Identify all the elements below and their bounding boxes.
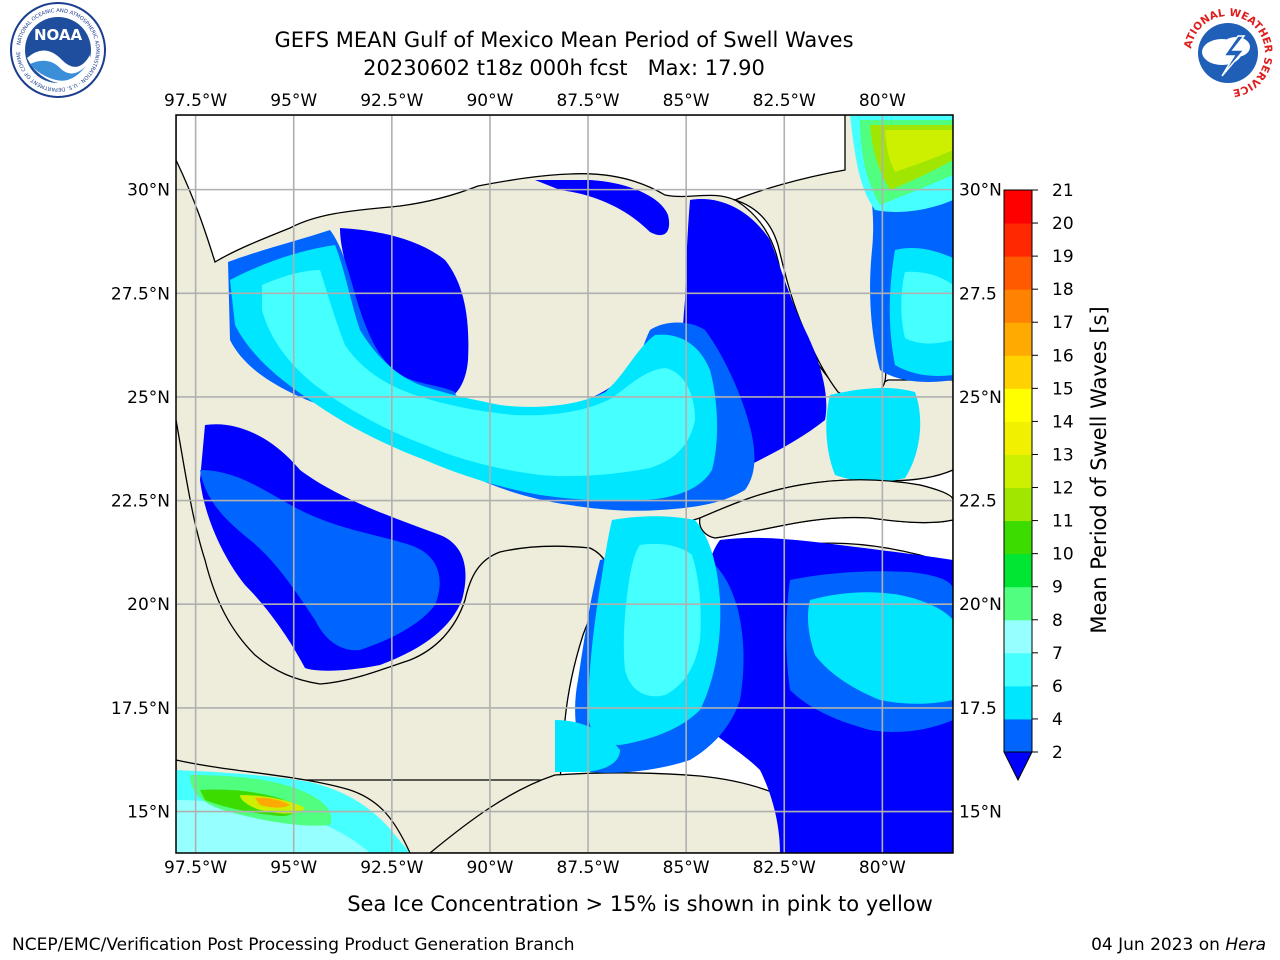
lon-label-bottom: 92.5°W xyxy=(360,858,423,878)
colorbar-segment xyxy=(1004,256,1032,290)
lon-labels-bottom: 97.5°W 95°W 92.5°W 90°W 87.5°W 85°W 82.5°W 80°W xyxy=(164,858,906,878)
colorbar-segment xyxy=(1004,223,1032,257)
ice-note: Sea Ice Concentration > 15% is shown in … xyxy=(347,892,933,916)
colorbar-segment xyxy=(1004,487,1032,522)
colorbar-tick-label: 6 xyxy=(1052,677,1063,697)
lat-label-left: 27.5°N xyxy=(111,284,170,304)
colorbar-tick-label: 17 xyxy=(1052,313,1074,333)
lat-label-right: 15°N xyxy=(959,803,1002,823)
lon-label-bottom: 85°W xyxy=(663,858,710,878)
lat-label-right: 30°N xyxy=(959,181,1002,201)
colorbar-tick-label: 2 xyxy=(1052,743,1063,763)
lon-label-bottom: 90°W xyxy=(466,858,513,878)
noaa-logo-icon: NOAA NATIONAL OCEANIC AND ATMOSPHERIC AD… xyxy=(0,0,106,98)
colorbar-segment xyxy=(1004,388,1032,422)
colorbar-tick-label: 8 xyxy=(1052,611,1063,631)
lat-labels-right: 30°N 27.5 25°N 22.5 20°N 17.5 15°N xyxy=(959,181,1002,823)
lon-label-top: 80°W xyxy=(859,91,906,111)
lon-labels-top: 97.5°W 95°W 92.5°W 90°W 87.5°W 85°W 82.5°W 80°W xyxy=(164,91,906,111)
gridlines xyxy=(176,115,953,853)
colorbar-outline xyxy=(1003,189,1033,753)
colorbar-tick-label: 14 xyxy=(1052,412,1074,432)
lon-label-top: 92.5°W xyxy=(360,91,423,111)
lon-label-bottom: 87.5°W xyxy=(556,858,619,878)
colorbar-tick-label: 21 xyxy=(1052,181,1074,201)
lon-label-top: 85°W xyxy=(663,91,710,111)
map-panel xyxy=(176,115,953,853)
lon-label-top: 97.5°W xyxy=(164,91,227,111)
run-date-prefix: 04 Jun 2023 on xyxy=(1091,935,1225,955)
colorbar-segment xyxy=(1004,289,1032,323)
lat-label-left: 22.5°N xyxy=(111,492,170,512)
run-date: 04 Jun 2023 on Hera xyxy=(1091,935,1266,955)
colorbar-tick-label: 9 xyxy=(1052,578,1063,598)
colorbar-segment xyxy=(1004,652,1032,687)
lat-label-left: 20°N xyxy=(127,595,170,615)
lat-label-right: 17.5 xyxy=(959,699,997,719)
colorbar: 2 4 6 7 8 9 10 11 12 13 14 15 16 17 18 19 20 21 xyxy=(1003,181,1074,782)
colorbar-tick-label: 15 xyxy=(1052,379,1074,399)
colorbar-segment xyxy=(1004,355,1032,389)
map-frame xyxy=(175,114,954,854)
lon-label-top: 82.5°W xyxy=(753,91,816,111)
colorbar-label: Mean Period of Swell Waves [s] xyxy=(1087,306,1111,633)
svg-text:NOAA: NOAA xyxy=(34,26,83,44)
colorbar-segment xyxy=(1004,190,1032,224)
lat-label-left: 30°N xyxy=(127,181,170,201)
lat-label-right: 27.5 xyxy=(959,284,997,304)
colorbar-tick-label: 13 xyxy=(1052,445,1074,465)
colorbar-segment xyxy=(1004,718,1032,753)
lat-label-left: 15°N xyxy=(127,803,170,823)
colorbar-segment xyxy=(1004,586,1032,621)
colorbar-tick-label: 18 xyxy=(1052,280,1074,300)
map-title: GEFS MEAN Gulf of Mexico Mean Period of … xyxy=(274,28,853,52)
colorbar-tick-label: 19 xyxy=(1052,247,1074,267)
map-subtitle: 20230602 t18z 000h fcst Max: 17.90 xyxy=(363,56,765,80)
colorbar-tick-label: 16 xyxy=(1052,346,1074,366)
colorbar-segment xyxy=(1004,619,1032,654)
lat-label-right: 20°N xyxy=(959,595,1002,615)
colorbar-tick-label: 10 xyxy=(1052,545,1074,565)
lon-label-bottom: 80°W xyxy=(859,858,906,878)
colorbar-tick-label: 12 xyxy=(1052,479,1074,499)
colorbar-segment xyxy=(1004,520,1032,555)
lon-label-bottom: 95°W xyxy=(270,858,317,878)
colorbar-tick-label: 11 xyxy=(1052,512,1074,532)
run-date-host: Hera xyxy=(1225,935,1266,955)
lat-label-left: 17.5°N xyxy=(111,699,170,719)
colorbar-segment xyxy=(1004,454,1032,489)
lon-label-top: 95°W xyxy=(270,91,317,111)
colorbar-tick-label: 20 xyxy=(1052,214,1074,234)
colorbar-segment xyxy=(1004,421,1032,455)
lon-label-bottom: 82.5°W xyxy=(753,858,816,878)
lon-label-top: 87.5°W xyxy=(556,91,619,111)
colorbar-segment xyxy=(1004,322,1032,356)
lat-labels-left: 30°N 27.5°N 25°N 22.5°N 20°N 17.5°N 15°N xyxy=(111,181,170,823)
lat-label-left: 25°N xyxy=(127,388,170,408)
lon-label-top: 90°W xyxy=(466,91,513,111)
branch-credit: NCEP/EMC/Verification Post Processing Pr… xyxy=(12,935,575,955)
colorbar-tick-label: 4 xyxy=(1052,710,1063,730)
lon-label-bottom: 97.5°W xyxy=(164,858,227,878)
swell-period-field xyxy=(176,115,953,853)
colorbar-tick-label: 7 xyxy=(1052,644,1063,664)
lat-label-right: 22.5 xyxy=(959,492,997,512)
colorbar-extend-arrow xyxy=(1003,751,1033,782)
colorbar-segment xyxy=(1004,685,1032,720)
lat-label-right: 25°N xyxy=(959,388,1002,408)
colorbar-segment xyxy=(1004,553,1032,588)
